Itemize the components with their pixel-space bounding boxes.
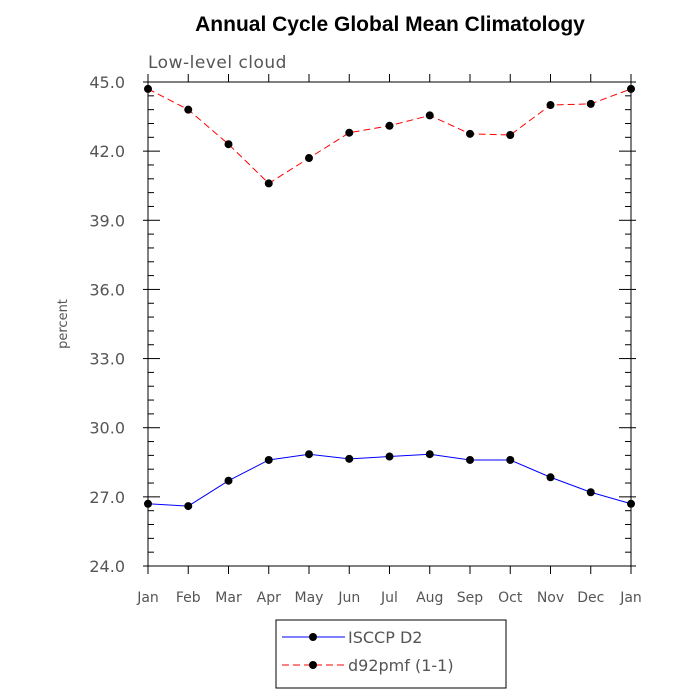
series-1-point xyxy=(224,140,233,149)
series-0-point xyxy=(144,499,152,508)
x-tick-label: Jun xyxy=(337,590,360,606)
series-0-point xyxy=(627,499,635,508)
x-tick-label: Jan xyxy=(619,590,642,606)
x-tick-label: Apr xyxy=(257,590,281,606)
series-0-point xyxy=(546,473,555,482)
legend-box xyxy=(275,619,507,689)
series-1-point xyxy=(466,129,474,138)
series-1-point xyxy=(184,105,193,114)
series-1-point xyxy=(305,154,313,163)
series-line-1 xyxy=(147,88,632,185)
y-tick-label: 30.0 xyxy=(89,419,125,438)
series-0-point xyxy=(224,476,233,485)
x-tick-label: Nov xyxy=(537,590,564,606)
series-1-point xyxy=(546,101,555,110)
x-tick-label: May xyxy=(295,590,324,606)
series-1-point xyxy=(425,111,434,120)
legend-marker-isccp xyxy=(309,633,317,641)
plot-frame xyxy=(147,81,632,567)
y-tick-label: 36.0 xyxy=(89,280,125,299)
x-tick-label: Jan xyxy=(136,590,159,606)
x-tick-label: Aug xyxy=(416,590,443,606)
series-1-point xyxy=(345,128,354,137)
y-tick-label: 24.0 xyxy=(89,557,125,576)
series-0-point xyxy=(425,450,434,459)
series-1-point xyxy=(586,99,595,108)
x-tick-label: Feb xyxy=(176,590,201,606)
series-group xyxy=(144,84,635,511)
series-0-point xyxy=(264,455,273,464)
chart-subtitle: Low-level cloud xyxy=(148,53,287,73)
series-1-point xyxy=(264,179,273,188)
y-tick-label: 39.0 xyxy=(89,211,125,230)
y-tick-label: 42.0 xyxy=(89,142,125,161)
series-0-point xyxy=(305,450,313,459)
series-1-point xyxy=(144,84,152,93)
y-tick-label: 27.0 xyxy=(89,488,125,507)
legend-label-d92pmf: d92pmf (1-1) xyxy=(348,656,454,675)
legend-label-isccp: ISCCP D2 xyxy=(348,628,422,647)
legend: ISCCP D2 d92pmf (1-1) xyxy=(275,619,507,689)
y-axis-label: percent xyxy=(56,299,71,349)
y-tick-label: 33.0 xyxy=(89,350,125,369)
x-tick-label: Sep xyxy=(457,590,484,606)
x-tick-label: Dec xyxy=(577,590,604,606)
series-1-point xyxy=(385,121,394,130)
x-tick-label: Mar xyxy=(215,590,242,606)
chart-title: Annual Cycle Global Mean Climatology xyxy=(195,13,585,36)
legend-marker-d92pmf xyxy=(309,661,317,669)
series-0-point xyxy=(385,452,394,461)
series-1-point xyxy=(627,84,635,93)
series-1-point xyxy=(506,131,515,140)
series-0-point xyxy=(345,454,354,463)
y-tick-label: 45.0 xyxy=(89,73,125,92)
series-0-point xyxy=(506,455,515,464)
x-tick-label: Jul xyxy=(380,590,398,606)
axis-ticks: 24.0 27.0 30.0 33.0 36.0 39.0 42.0 45.0 Jan Feb Ma… xyxy=(89,73,641,606)
series-line-0 xyxy=(147,453,632,507)
series-0-point xyxy=(184,502,193,511)
series-0-point xyxy=(586,488,595,497)
x-tick-label: Oct xyxy=(498,590,523,606)
series-0-point xyxy=(466,455,474,464)
